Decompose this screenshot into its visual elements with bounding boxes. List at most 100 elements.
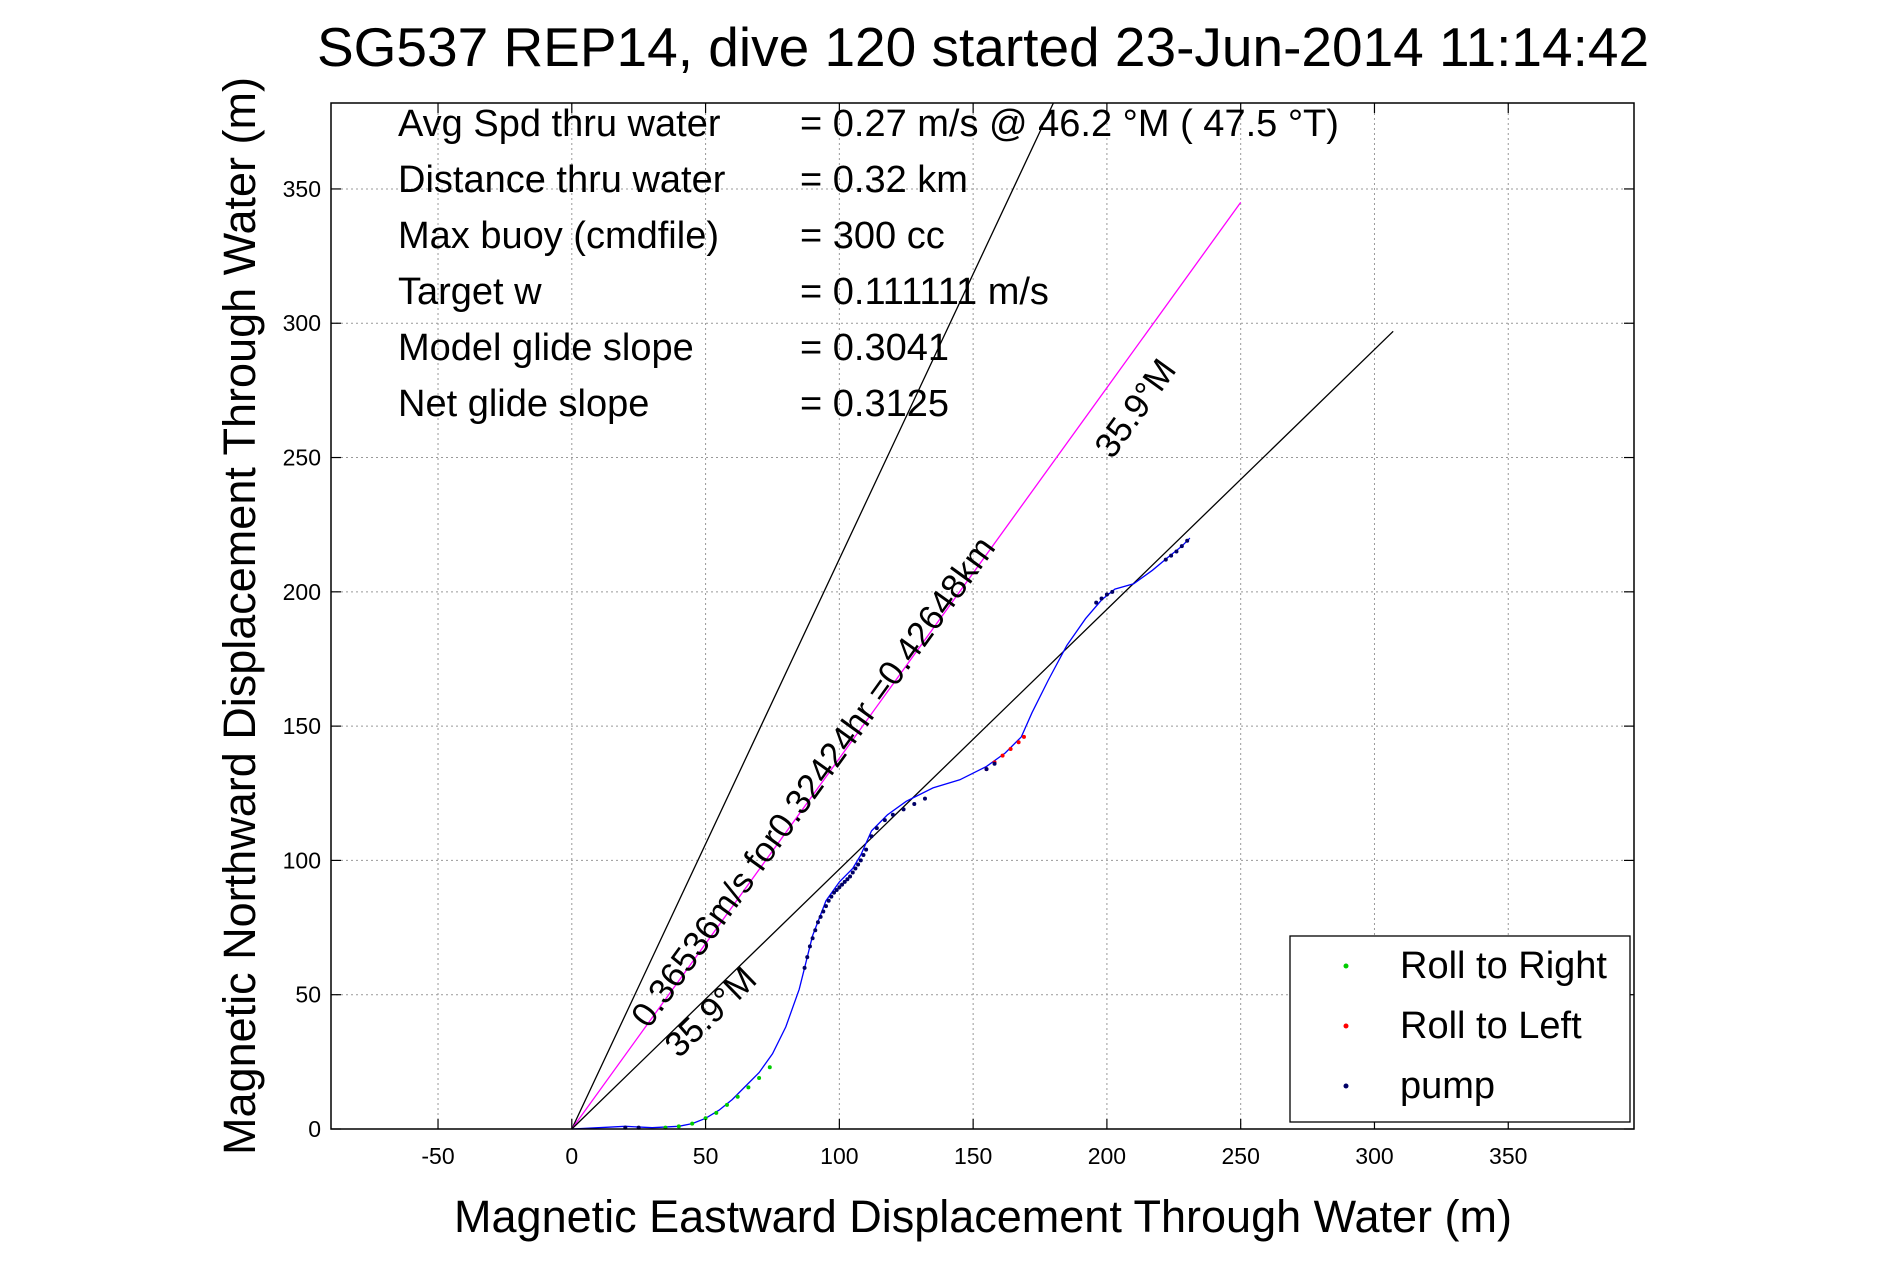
glider-track-line (571, 537, 1191, 1130)
stat-value: = 0.3125 (800, 383, 949, 425)
axis-ticks: -50 0 50 100 150 200 250 300 350 0 50 100 150 200 250 3… (283, 103, 1634, 1169)
bearing-annotation-upper: 35.9°M (1087, 352, 1184, 465)
legend-label: Roll to Left (1400, 1005, 1582, 1047)
roll-right-point (735, 1094, 740, 1099)
roll-right-point (746, 1085, 751, 1090)
pump-point (818, 914, 823, 919)
pump-point (805, 955, 810, 960)
roll-right-point (703, 1116, 708, 1121)
pump-point (922, 796, 927, 801)
legend-label: pump (1400, 1065, 1495, 1107)
pump-point (823, 904, 828, 909)
pump-point (845, 877, 850, 882)
pump-point (842, 879, 847, 884)
stat-label: Distance thru water (398, 159, 726, 201)
legend-swatch (1343, 963, 1349, 969)
pump-point (984, 767, 989, 772)
pump-point (807, 944, 812, 949)
reference-line-upper-bound (571, 102, 1054, 1130)
legend: Roll to Right Roll to Left pump (1289, 935, 1631, 1123)
stat-value: = 0.3041 (800, 327, 949, 369)
roll-right-point (767, 1065, 772, 1070)
reference-line-lower-bound (571, 330, 1394, 1130)
legend-swatch (1343, 1023, 1349, 1029)
x-axis-label: Magnetic Eastward Displacement Through W… (454, 1191, 1512, 1242)
y-tick-label: 0 (308, 1116, 321, 1142)
y-tick-label: 200 (283, 579, 321, 605)
pump-point (856, 862, 861, 867)
reference-line-course (571, 201, 1242, 1130)
stat-value: = 0.32 km (800, 159, 968, 201)
y-tick-label: 300 (283, 310, 321, 336)
pump-point (829, 894, 834, 899)
pump-point (861, 853, 866, 858)
roll-left-point (1021, 734, 1026, 739)
track-series (571, 537, 1191, 1130)
annotations: 0.36536m/s for0.32424hr =0.42648km 35.9°M… (624, 352, 1184, 1065)
pump-point (1163, 557, 1168, 562)
y-tick-label: 350 (283, 176, 321, 202)
chart-title: SG537 REP14, dive 120 started 23-Jun-201… (317, 16, 1649, 78)
pump-point (992, 761, 997, 766)
legend-label: Roll to Right (1400, 945, 1607, 987)
roll-right-point (724, 1102, 729, 1107)
y-tick-label: 100 (283, 847, 321, 873)
pump-point (815, 920, 820, 925)
y-axis-label: Magnetic Northward Displacement Through … (214, 77, 265, 1155)
x-tick-label: 150 (954, 1143, 992, 1169)
pump-point (1110, 589, 1115, 594)
y-tick-label: 50 (295, 982, 321, 1008)
pump-point (901, 807, 906, 812)
pump-point (912, 802, 917, 807)
pump-point (1099, 596, 1104, 601)
pump-point (826, 898, 831, 903)
pump-point (882, 818, 887, 823)
x-tick-label: 0 (565, 1143, 578, 1169)
pump-point (821, 909, 826, 914)
roll-left-point (1008, 746, 1013, 751)
marker-series (623, 538, 1190, 1130)
pump-point (853, 866, 858, 871)
stat-label: Target w (398, 271, 542, 313)
y-tick-label: 250 (283, 445, 321, 471)
roll-right-point (676, 1124, 681, 1129)
x-tick-label: 100 (820, 1143, 858, 1169)
plot-frame (330, 102, 1635, 1130)
x-tick-label: 300 (1355, 1143, 1393, 1169)
reference-lines (571, 102, 1394, 1130)
pump-point (840, 882, 845, 887)
roll-right-point (690, 1121, 695, 1126)
pump-point (850, 870, 855, 875)
pump-point (890, 812, 895, 817)
pump-point (864, 847, 869, 852)
x-tick-label: 200 (1088, 1143, 1126, 1169)
roll-left-point (1016, 740, 1021, 745)
x-tick-label: -50 (421, 1143, 454, 1169)
stat-label: Model glide slope (398, 327, 694, 369)
stat-label: Net glide slope (398, 383, 649, 425)
roll-left-point (1000, 753, 1005, 758)
stat-label: Avg Spd thru water (398, 103, 721, 145)
y-tick-label: 150 (283, 713, 321, 739)
stats-block: Avg Spd thru water = 0.27 m/s @ 46.2 °M (… (398, 103, 1339, 425)
legend-swatch (1343, 1083, 1349, 1089)
pump-point (832, 890, 837, 895)
stat-value: = 0.27 m/s @ 46.2 °M ( 47.5 °T) (800, 103, 1339, 145)
roll-right-point (757, 1075, 762, 1080)
pump-point (848, 874, 853, 879)
course-annotation: 0.36536m/s for0.32424hr =0.42648km (624, 529, 1004, 1034)
pump-point (810, 936, 815, 941)
stat-value: = 0.111111 m/s (800, 271, 1049, 313)
pump-point (1104, 592, 1109, 597)
pump-point (869, 834, 874, 839)
pump-point (1169, 553, 1174, 558)
pump-point (834, 887, 839, 892)
pump-point (837, 885, 842, 890)
x-tick-label: 250 (1222, 1143, 1260, 1169)
pump-point (874, 826, 879, 831)
pump-point (813, 928, 818, 933)
pump-point (1179, 544, 1184, 549)
x-tick-label: 50 (693, 1143, 719, 1169)
x-tick-label: 350 (1489, 1143, 1527, 1169)
